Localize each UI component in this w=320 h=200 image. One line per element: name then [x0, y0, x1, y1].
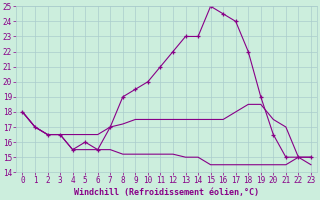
X-axis label: Windchill (Refroidissement éolien,°C): Windchill (Refroidissement éolien,°C) — [74, 188, 259, 197]
